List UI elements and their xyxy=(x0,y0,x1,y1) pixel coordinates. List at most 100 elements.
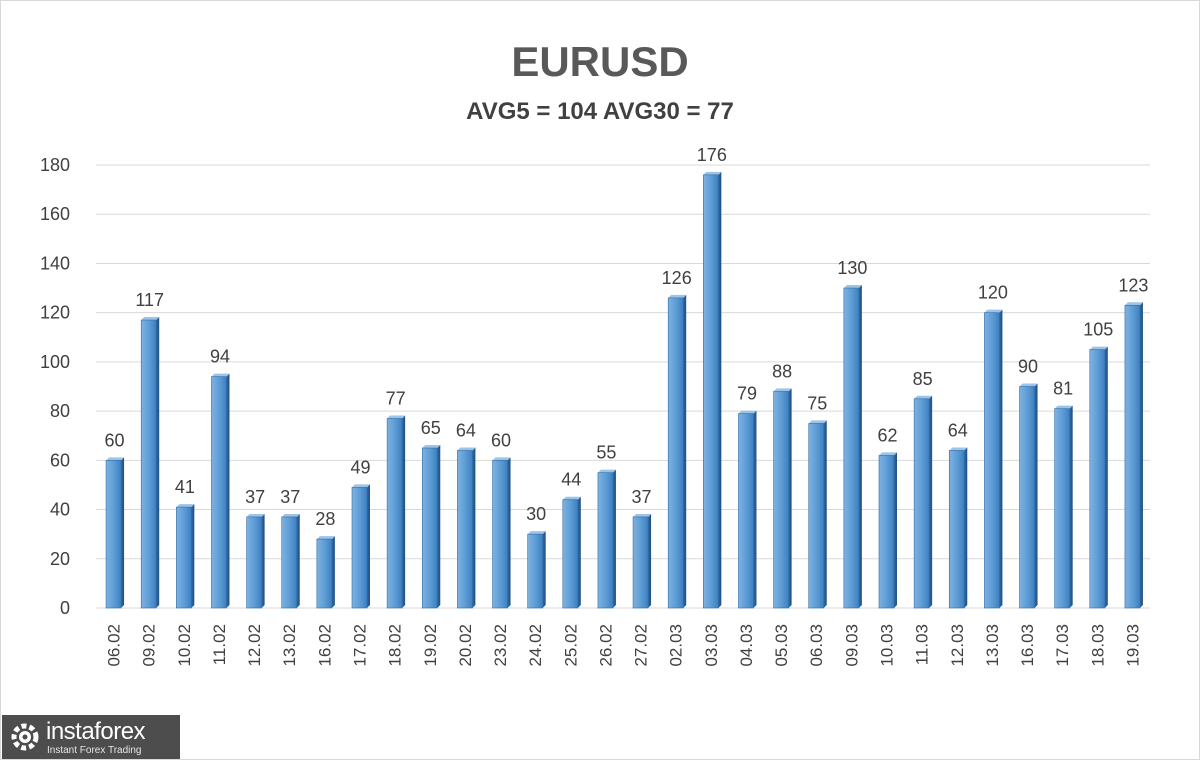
x-tick-label: 26.02 xyxy=(596,624,615,667)
bar xyxy=(176,504,195,609)
y-tick-label: 120 xyxy=(40,303,70,323)
x-tick-label: 10.02 xyxy=(175,624,194,667)
data-label: 130 xyxy=(837,258,867,278)
y-tick-label: 140 xyxy=(40,253,70,273)
x-tick-label: 05.03 xyxy=(772,624,791,667)
bar xyxy=(105,457,125,609)
logo-tagline: Instant Forex Trading xyxy=(47,745,142,756)
bar xyxy=(632,513,652,609)
bar xyxy=(1124,302,1143,609)
bar xyxy=(984,309,1003,609)
bar xyxy=(948,447,968,609)
gear-icon xyxy=(11,723,39,751)
data-label: 126 xyxy=(662,268,692,288)
x-tick-label: 10.03 xyxy=(878,624,897,667)
data-label: 81 xyxy=(1053,379,1073,399)
x-tick-label: 13.03 xyxy=(983,624,1002,667)
data-label: 120 xyxy=(978,283,1008,303)
data-label: 30 xyxy=(526,504,546,524)
bar xyxy=(246,513,265,609)
bar xyxy=(140,317,160,609)
x-tick-label: 03.03 xyxy=(702,624,721,667)
data-label: 28 xyxy=(315,509,335,529)
bar xyxy=(667,294,687,609)
data-label: 60 xyxy=(105,430,125,450)
y-tick-label: 60 xyxy=(50,450,70,470)
data-label: 37 xyxy=(632,487,652,507)
bar xyxy=(738,410,757,609)
x-tick-label: 16.03 xyxy=(1018,624,1037,667)
y-tick-label: 160 xyxy=(40,204,70,224)
x-tick-label: 11.03 xyxy=(913,624,932,665)
bar xyxy=(597,469,616,609)
bar xyxy=(808,420,827,609)
bar xyxy=(457,447,476,609)
data-label: 85 xyxy=(913,369,933,389)
data-label: 41 xyxy=(175,477,195,497)
bar xyxy=(351,484,370,609)
data-label: 44 xyxy=(561,470,581,490)
bar xyxy=(1054,405,1073,609)
data-label: 75 xyxy=(807,393,827,413)
chart-subtitle: AVG5 = 104 AVG30 = 77 xyxy=(466,98,734,125)
x-tick-label: 18.03 xyxy=(1088,624,1107,667)
data-label: 77 xyxy=(386,388,406,408)
y-tick-label: 180 xyxy=(40,155,70,175)
data-label: 64 xyxy=(456,420,476,440)
instaforex-logo: instaforex Instant Forex Trading xyxy=(2,715,180,759)
gridlines xyxy=(96,164,1150,609)
bar xyxy=(562,496,581,609)
bar xyxy=(211,373,230,609)
y-tick-label: 80 xyxy=(50,401,70,421)
x-axis-ticks: 06.02 09.02 10.02 11.02 12.02 13.02 16.02 17.02… xyxy=(105,624,1143,667)
data-label: 176 xyxy=(697,145,727,165)
bar xyxy=(386,415,406,609)
x-tick-label: 04.03 xyxy=(737,624,756,667)
x-tick-label: 23.02 xyxy=(491,624,510,667)
x-tick-label: 12.03 xyxy=(948,624,967,667)
data-label: 60 xyxy=(491,430,511,450)
y-tick-label: 20 xyxy=(50,549,70,569)
bar xyxy=(1089,346,1108,609)
bars xyxy=(105,171,1143,609)
x-tick-label: 09.02 xyxy=(140,624,159,667)
bar xyxy=(913,395,933,609)
data-label: 49 xyxy=(350,457,370,477)
logo-name: instaforex xyxy=(46,718,146,745)
bar xyxy=(527,531,546,609)
data-label: 55 xyxy=(596,443,616,463)
bar xyxy=(1019,383,1038,609)
x-tick-label: 16.02 xyxy=(315,624,334,667)
data-label: 117 xyxy=(135,290,164,310)
x-tick-label: 06.03 xyxy=(807,624,826,667)
x-tick-label: 09.03 xyxy=(842,624,861,667)
x-tick-label: 12.02 xyxy=(245,624,264,667)
x-tick-label: 27.02 xyxy=(632,624,651,667)
data-label: 94 xyxy=(210,347,230,367)
bar xyxy=(878,452,897,609)
data-label: 79 xyxy=(737,384,757,404)
x-tick-label: 17.03 xyxy=(1053,624,1072,667)
y-tick-label: 0 xyxy=(60,598,70,618)
x-tick-label: 19.03 xyxy=(1123,624,1142,667)
x-tick-label: 02.03 xyxy=(667,624,686,667)
data-label: 65 xyxy=(421,418,441,438)
data-label: 64 xyxy=(948,420,968,440)
bar xyxy=(703,171,722,609)
data-label: 37 xyxy=(245,487,265,507)
x-tick-label: 17.02 xyxy=(351,624,370,667)
x-tick-label: 24.02 xyxy=(526,624,545,667)
bar xyxy=(492,457,511,609)
y-axis-ticks: 0 20 40 60 80 100 120 140 160 180 xyxy=(40,155,70,618)
data-label: 37 xyxy=(280,487,300,507)
data-label: 123 xyxy=(1118,275,1148,295)
x-tick-label: 06.02 xyxy=(105,624,124,667)
data-label: 90 xyxy=(1018,357,1038,377)
x-tick-label: 20.02 xyxy=(456,624,475,667)
bar xyxy=(421,445,441,609)
x-tick-label: 19.02 xyxy=(421,624,440,667)
x-tick-label: 25.02 xyxy=(561,624,580,667)
data-label: 88 xyxy=(772,361,792,381)
bar xyxy=(773,388,792,609)
